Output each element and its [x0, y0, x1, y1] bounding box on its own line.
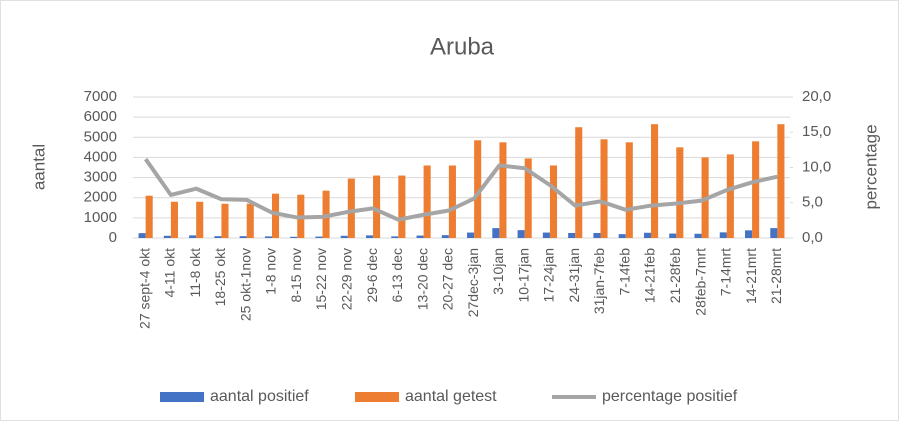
x-tick-label: 27 sept-4 okt	[136, 248, 152, 329]
bar	[669, 233, 677, 238]
legend-label: aantal getest	[405, 388, 497, 405]
x-tick-label: 27dec-3jan	[465, 248, 481, 317]
bar	[651, 124, 659, 238]
x-tick-label: 21-28mrt	[768, 248, 784, 304]
bar	[593, 232, 601, 238]
bar	[391, 236, 399, 238]
bar	[271, 193, 280, 238]
legend-label: percentage positief	[602, 388, 738, 405]
y-tick-label: 4000	[84, 148, 117, 165]
x-tick-label: 7-14mrt	[718, 248, 734, 296]
bar	[726, 154, 734, 238]
bar	[170, 201, 178, 238]
x-tick-label: 11-8 okt	[187, 248, 203, 298]
x-tick-label: 17-24jan	[541, 248, 557, 303]
x-tick-label: 25 okt-1nov	[237, 248, 253, 321]
bar	[474, 140, 482, 238]
y-tick-label: 5000	[84, 128, 117, 145]
y2-tick-label: 10,0	[802, 158, 831, 175]
bar	[398, 175, 406, 238]
x-tick-label: 4-11 okt	[162, 248, 178, 298]
bar	[777, 124, 785, 238]
x-tick-label: 10-17jan	[515, 248, 531, 303]
bar	[365, 235, 374, 238]
y2-tick-label: 5,0	[802, 194, 823, 211]
bar	[568, 232, 576, 238]
bar	[315, 236, 323, 238]
bar	[373, 175, 381, 238]
bar	[214, 236, 222, 238]
y-axis-label: aantal	[29, 144, 48, 190]
bar	[694, 233, 702, 238]
x-tick-label: 13-20 dec	[414, 248, 430, 310]
x-tick-label: 1-8 nov	[263, 248, 279, 295]
x-tick-label: 18-25 okt	[212, 248, 228, 306]
y-tick-label: 3000	[84, 169, 117, 186]
x-tick-label: 15-22 nov	[313, 248, 329, 310]
bar	[145, 195, 153, 238]
bar	[492, 228, 500, 238]
bar	[340, 235, 348, 238]
x-tick-label: 6-13 dec	[389, 248, 405, 302]
y2-axis-label: percentage	[861, 124, 880, 209]
bar	[196, 201, 204, 238]
bar	[524, 158, 532, 238]
bar	[643, 232, 652, 238]
x-tick-label: 3-10jan	[490, 248, 506, 295]
bar	[719, 232, 727, 238]
bar	[575, 127, 583, 238]
y-tick-label: 7000	[84, 88, 117, 105]
line	[143, 157, 778, 222]
y-tick-label: 1000	[84, 209, 117, 226]
bar	[467, 232, 475, 238]
legend-label: aantal positief	[210, 388, 309, 405]
bar	[517, 230, 525, 238]
bar	[448, 165, 456, 238]
x-tick-label: 14-21mrt	[743, 248, 759, 304]
bar	[618, 234, 626, 238]
x-tick-label: 22-29 nov	[338, 248, 354, 310]
y2-tick-label: 0,0	[802, 229, 823, 246]
bar	[770, 228, 778, 238]
bar	[239, 236, 247, 238]
bar	[441, 235, 449, 238]
bar	[625, 142, 633, 238]
chart-title: Aruba	[430, 33, 495, 60]
bar	[542, 232, 550, 238]
bar	[163, 235, 171, 238]
x-tick-label: 20-27 dec	[440, 248, 456, 310]
legend-swatch	[355, 392, 399, 402]
y-tick-label: 2000	[84, 189, 117, 206]
x-tick-label: 29-6 dec	[364, 248, 380, 302]
y2-tick-label: 20,0	[802, 88, 831, 105]
bar	[264, 236, 272, 238]
bar	[600, 139, 608, 238]
bar	[189, 235, 197, 238]
bar	[246, 203, 254, 238]
bar	[290, 236, 298, 238]
bar	[416, 235, 424, 238]
bar	[221, 203, 229, 238]
bar	[499, 142, 507, 238]
y-tick-label: 0	[109, 229, 117, 246]
x-tick-label: 24-31jan	[566, 248, 582, 303]
x-tick-label: 14-21feb	[642, 248, 658, 303]
x-tick-label: 8-15 nov	[288, 248, 304, 302]
y2-tick-label: 15,0	[802, 123, 831, 140]
x-tick-label: 28feb-7mrt	[692, 248, 708, 316]
bar	[347, 178, 355, 238]
bar	[423, 165, 431, 238]
bar	[549, 165, 558, 238]
legend-swatch	[160, 392, 204, 402]
x-tick-label: 21-28feb	[667, 248, 683, 303]
y-tick-label: 6000	[84, 108, 117, 125]
x-tick-label: 7-14feb	[616, 248, 632, 296]
bar	[138, 233, 146, 238]
x-tick-label: 31jan-7feb	[591, 248, 607, 314]
bar	[676, 147, 684, 238]
bar	[745, 230, 753, 238]
bar	[752, 141, 760, 238]
